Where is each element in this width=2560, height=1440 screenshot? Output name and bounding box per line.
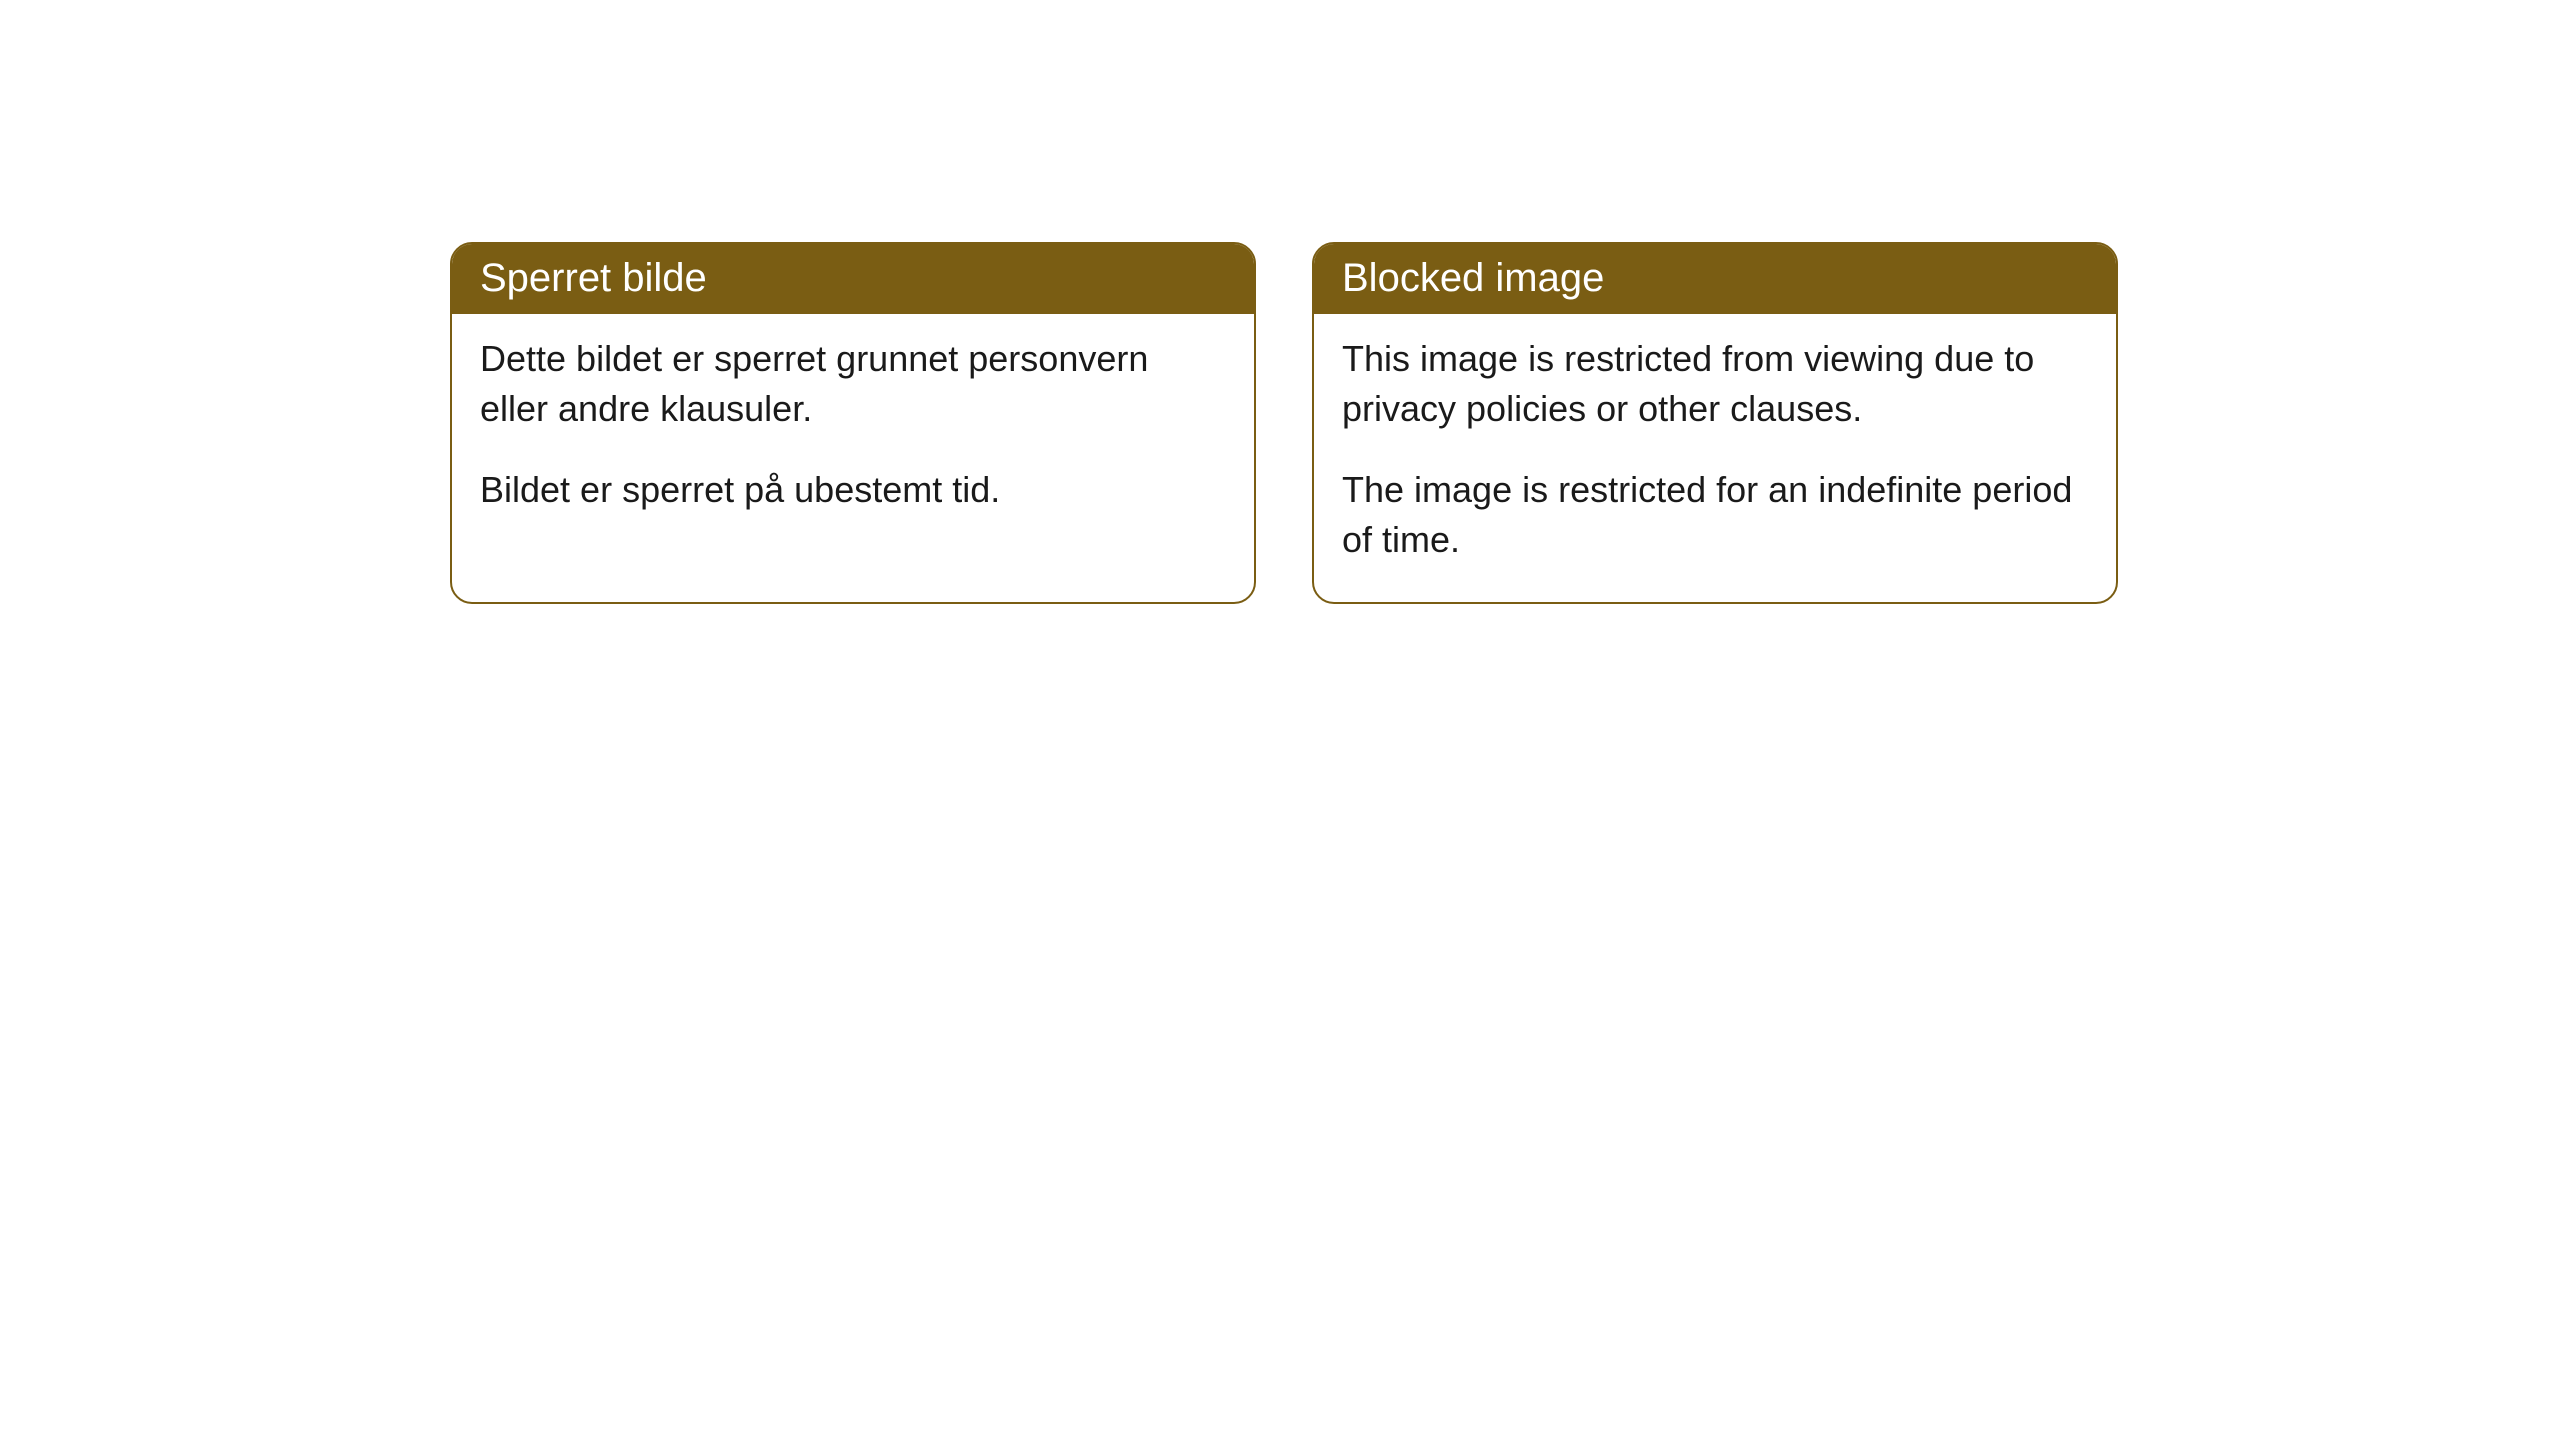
card-paragraph: The image is restricted for an indefinit…	[1342, 465, 2088, 566]
card-paragraph: Dette bildet er sperret grunnet personve…	[480, 334, 1226, 435]
card-paragraph: Bildet er sperret på ubestemt tid.	[480, 465, 1226, 515]
card-body: This image is restricted from viewing du…	[1314, 314, 2116, 602]
card-paragraph: This image is restricted from viewing du…	[1342, 334, 2088, 435]
card-title: Blocked image	[1314, 244, 2116, 314]
card-title: Sperret bilde	[452, 244, 1254, 314]
notice-card-english: Blocked image This image is restricted f…	[1312, 242, 2118, 604]
notice-container: Sperret bilde Dette bildet er sperret gr…	[450, 242, 2118, 604]
notice-card-norwegian: Sperret bilde Dette bildet er sperret gr…	[450, 242, 1256, 604]
card-body: Dette bildet er sperret grunnet personve…	[452, 314, 1254, 551]
